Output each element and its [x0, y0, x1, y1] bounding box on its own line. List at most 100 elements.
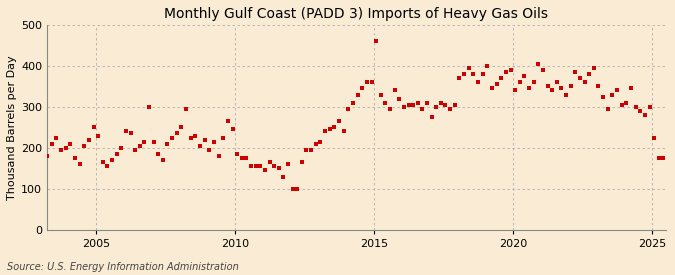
Point — [403, 103, 414, 107]
Point — [482, 64, 493, 68]
Point — [389, 88, 400, 93]
Point — [65, 142, 76, 146]
Point — [412, 101, 423, 105]
Point — [236, 156, 247, 160]
Point — [505, 68, 516, 72]
Point — [464, 66, 475, 70]
Point — [120, 129, 131, 134]
Point — [352, 92, 363, 97]
Point — [348, 101, 358, 105]
Point — [491, 82, 502, 87]
Point — [88, 125, 99, 130]
Point — [385, 107, 396, 111]
Point — [598, 94, 609, 99]
Point — [125, 131, 136, 136]
Point — [634, 109, 645, 113]
Point — [524, 86, 535, 90]
Point — [450, 103, 460, 107]
Point — [366, 80, 377, 84]
Point — [139, 139, 150, 144]
Point — [343, 107, 354, 111]
Point — [565, 84, 576, 89]
Point — [529, 80, 539, 84]
Point — [107, 158, 117, 162]
Point — [574, 76, 585, 80]
Point — [320, 129, 331, 134]
Point — [514, 80, 525, 84]
Point — [584, 72, 595, 76]
Point — [148, 139, 159, 144]
Point — [209, 139, 219, 144]
Point — [287, 187, 298, 191]
Point — [273, 166, 284, 170]
Point — [199, 138, 210, 142]
Point — [250, 164, 261, 169]
Point — [408, 103, 418, 107]
Point — [92, 133, 103, 138]
Y-axis label: Thousand Barrels per Day: Thousand Barrels per Day — [7, 55, 17, 200]
Point — [422, 101, 433, 105]
Point — [194, 144, 205, 148]
Point — [283, 162, 294, 166]
Point — [306, 148, 317, 152]
Point — [459, 72, 470, 76]
Point — [398, 105, 409, 109]
Point — [431, 105, 441, 109]
Point — [259, 168, 270, 172]
Point — [495, 76, 506, 80]
Point — [232, 152, 242, 156]
Point — [47, 142, 57, 146]
Point — [116, 146, 127, 150]
Point — [639, 113, 650, 117]
Point — [301, 148, 312, 152]
Point — [426, 115, 437, 119]
Point — [292, 187, 302, 191]
Point — [130, 148, 140, 152]
Point — [162, 142, 173, 146]
Point — [190, 133, 200, 138]
Point — [510, 88, 520, 93]
Point — [134, 144, 145, 148]
Point — [55, 148, 66, 152]
Point — [70, 156, 80, 160]
Point — [579, 80, 590, 84]
Point — [547, 88, 558, 93]
Point — [589, 66, 599, 70]
Point — [454, 76, 465, 80]
Point — [153, 152, 164, 156]
Point — [171, 131, 182, 136]
Point — [375, 92, 386, 97]
Point — [204, 148, 215, 152]
Point — [380, 101, 391, 105]
Point — [356, 86, 367, 90]
Point — [649, 135, 659, 140]
Point — [593, 84, 604, 89]
Point — [51, 135, 61, 140]
Title: Monthly Gulf Coast (PADD 3) Imports of Heavy Gas Oils: Monthly Gulf Coast (PADD 3) Imports of H… — [165, 7, 548, 21]
Point — [603, 107, 614, 111]
Point — [445, 107, 456, 111]
Point — [519, 74, 530, 78]
Point — [658, 156, 669, 160]
Point — [542, 84, 553, 89]
Point — [255, 164, 266, 169]
Point — [269, 164, 279, 169]
Point — [621, 101, 632, 105]
Point — [477, 72, 488, 76]
Point — [246, 164, 256, 169]
Point — [626, 86, 637, 90]
Point — [181, 107, 192, 111]
Point — [472, 80, 483, 84]
Point — [296, 160, 307, 164]
Text: Source: U.S. Energy Information Administration: Source: U.S. Energy Information Administ… — [7, 262, 238, 272]
Point — [167, 135, 178, 140]
Point — [227, 127, 238, 131]
Point — [417, 107, 428, 111]
Point — [222, 119, 233, 123]
Point — [333, 119, 344, 123]
Point — [213, 154, 224, 158]
Point — [435, 101, 446, 105]
Point — [158, 158, 169, 162]
Point — [361, 80, 372, 84]
Point — [561, 92, 572, 97]
